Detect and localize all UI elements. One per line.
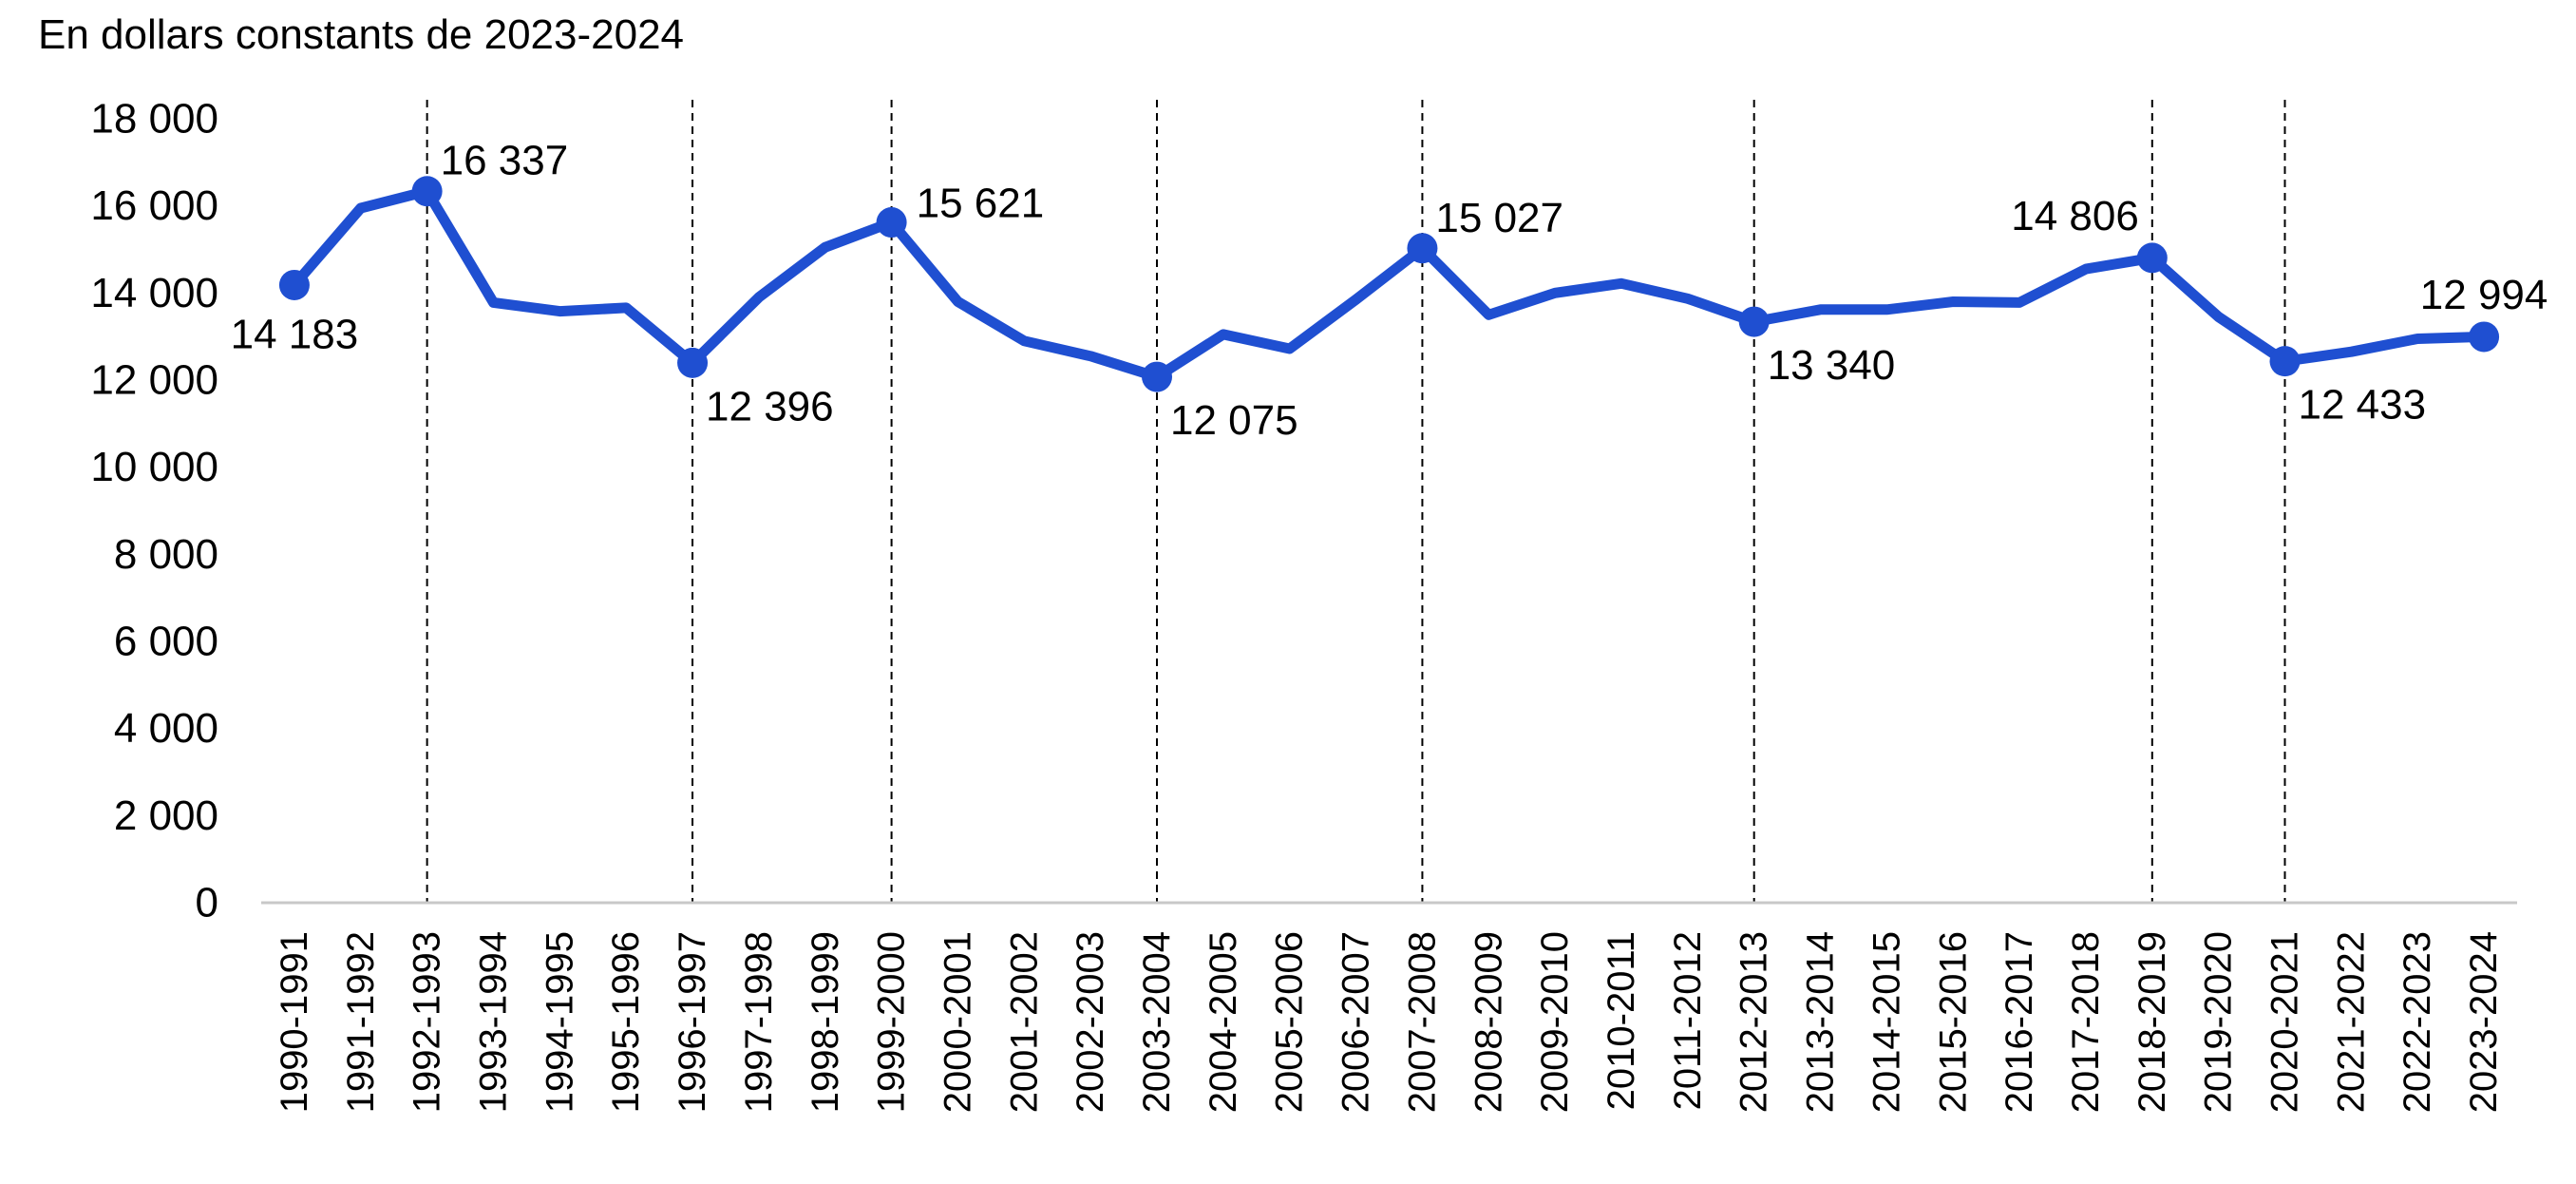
- x-tick-label: 1998-1999: [805, 931, 846, 1113]
- x-tick-label: 2010-2011: [1601, 931, 1642, 1110]
- x-tick-label: 2007-2008: [1401, 931, 1443, 1113]
- x-tick-label: 2014-2015: [1866, 931, 1907, 1113]
- data-label: 13 340: [1768, 342, 1896, 389]
- data-point-marker: [2269, 346, 2301, 377]
- x-tick-label: 1993-1994: [472, 931, 514, 1113]
- x-tick-label: 2019-2020: [2198, 931, 2240, 1113]
- y-tick-label: 4 000: [114, 705, 218, 752]
- x-tick-label: 2006-2007: [1335, 931, 1377, 1113]
- x-tick-label: 1994-1995: [539, 931, 580, 1113]
- data-point-marker: [2469, 321, 2500, 353]
- data-label: 15 027: [1435, 195, 1563, 241]
- chart-title: En dollars constants de 2023-2024: [38, 11, 685, 58]
- y-tick-label: 12 000: [90, 357, 218, 404]
- x-tick-label: 1990-1991: [274, 931, 315, 1113]
- y-tick-label: 0: [196, 880, 218, 926]
- x-tick-label: 1991-1992: [340, 931, 382, 1113]
- data-label: 12 994: [2420, 272, 2548, 318]
- x-tick-label: 2012-2013: [1733, 931, 1775, 1113]
- x-tick-label: 2001-2002: [1003, 931, 1045, 1113]
- y-tick-label: 14 000: [90, 270, 218, 316]
- x-tick-label: 2021-2022: [2330, 931, 2372, 1113]
- data-point-marker: [876, 207, 907, 239]
- data-point-marker: [1738, 306, 1770, 337]
- y-tick-label: 6 000: [114, 619, 218, 665]
- y-tick-label: 8 000: [114, 531, 218, 578]
- data-label: 12 396: [706, 383, 834, 430]
- data-label: 16 337: [441, 138, 569, 184]
- x-tick-label: 2017-2018: [2065, 931, 2107, 1113]
- series-line: [289, 185, 2490, 383]
- data-point-marker: [411, 176, 443, 207]
- data-label: 14 183: [231, 311, 359, 357]
- x-tick-label: 2003-2004: [1136, 931, 1178, 1113]
- y-tick-label: 10 000: [90, 444, 218, 490]
- x-tick-label: 2023-2024: [2463, 931, 2505, 1113]
- data-point-marker: [677, 347, 709, 378]
- data-point-marker: [2136, 242, 2168, 274]
- x-tick-label: 2000-2001: [937, 931, 978, 1113]
- x-tick-label: 2009-2010: [1534, 931, 1576, 1113]
- x-tick-label: 2018-2019: [2131, 931, 2173, 1113]
- data-point-marker: [1142, 361, 1173, 392]
- x-tick-label: 2015-2016: [1932, 931, 1974, 1113]
- y-tick-label: 18 000: [90, 96, 218, 143]
- x-tick-label: 2008-2009: [1468, 931, 1509, 1113]
- data-point-marker: [1407, 233, 1438, 264]
- x-tick-label: 2011-2012: [1667, 931, 1709, 1110]
- x-tick-label: 2005-2006: [1269, 931, 1311, 1113]
- x-tick-label: 2004-2005: [1203, 931, 1244, 1113]
- x-tick-label: 1999-2000: [871, 931, 913, 1113]
- x-tick-label: 1995-1996: [605, 931, 647, 1113]
- data-label: 12 433: [2299, 382, 2427, 429]
- data-label: 12 075: [1170, 397, 1298, 444]
- data-label: 15 621: [917, 181, 1045, 227]
- x-tick-label: 2020-2021: [2264, 931, 2306, 1113]
- x-tick-label: 2022-2023: [2396, 931, 2438, 1113]
- x-tick-label: 2016-2017: [1998, 931, 2040, 1113]
- y-tick-label: 16 000: [90, 182, 218, 229]
- x-tick-label: 1997-1998: [738, 931, 780, 1113]
- y-tick-label: 2 000: [114, 793, 218, 839]
- x-tick-label: 2013-2014: [1800, 931, 1842, 1113]
- data-label: 14 806: [2011, 193, 2139, 239]
- x-tick-label: 1992-1993: [407, 931, 448, 1113]
- x-tick-label: 1996-1997: [672, 931, 713, 1113]
- data-point-marker: [278, 269, 310, 300]
- x-tick-label: 2002-2003: [1070, 931, 1111, 1113]
